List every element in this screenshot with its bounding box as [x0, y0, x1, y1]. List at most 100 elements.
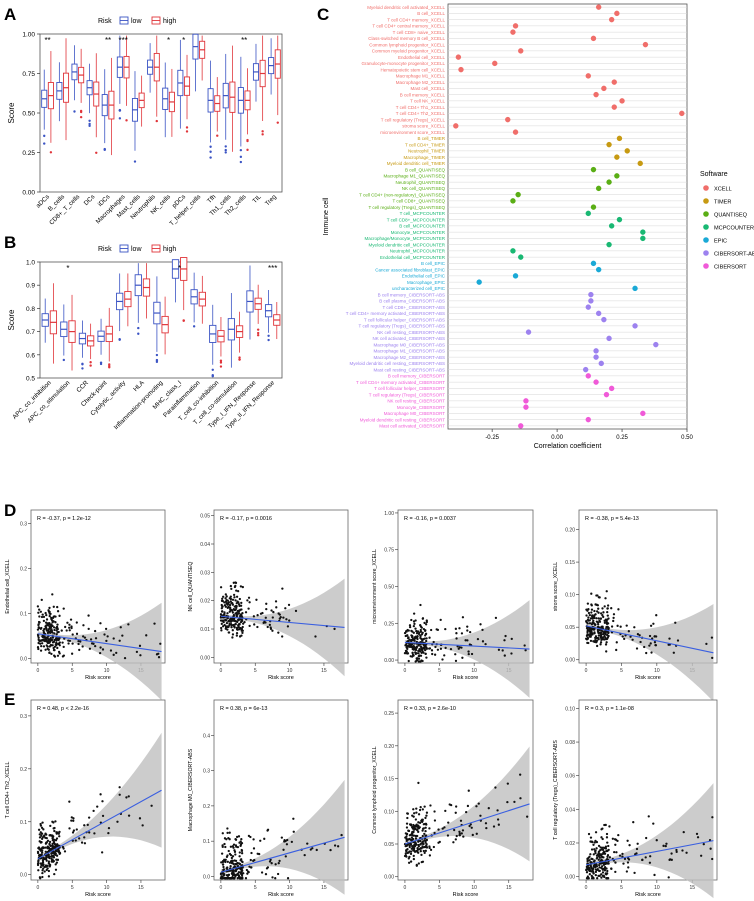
data-point [598, 596, 601, 599]
regression-line [37, 633, 162, 653]
data-point [121, 634, 124, 637]
regression-line [220, 836, 345, 873]
x-tick-label: 5 [438, 668, 441, 674]
data-point [50, 854, 54, 858]
data-point [264, 873, 268, 876]
data-point [55, 644, 58, 647]
data-point [475, 832, 478, 835]
data-point [48, 639, 51, 643]
y-tick-label: 0.8 [26, 306, 35, 313]
data-point [597, 844, 601, 847]
data-point [408, 855, 411, 859]
x-tick-label: 5 [71, 885, 74, 891]
data-point [224, 627, 227, 630]
data-point [417, 654, 421, 658]
x-tick-label: 0 [404, 885, 407, 891]
y-tick-label: 0.04 [200, 542, 210, 548]
data-point [419, 623, 422, 627]
data-point [424, 816, 427, 820]
data-point [605, 637, 609, 641]
data-point [416, 834, 419, 838]
data-point [412, 612, 416, 615]
data-point [48, 847, 52, 851]
data-point [466, 629, 469, 632]
outlier [211, 368, 214, 371]
data-point [229, 600, 232, 603]
data-point [433, 810, 436, 813]
data-point [652, 622, 655, 625]
data-point [424, 632, 428, 636]
y-tick-label: 0.50 [22, 111, 35, 118]
data-point [591, 868, 594, 871]
data-point [460, 832, 463, 835]
data-point [607, 848, 610, 852]
risk-legend: Risk low high [98, 244, 176, 253]
data-point [599, 643, 602, 646]
data-point [238, 851, 241, 854]
data-point [78, 648, 81, 652]
dot-myeloid-dendritic-cell-resting-cibersort-abs [598, 360, 604, 367]
data-point [252, 838, 255, 841]
data-point [625, 870, 629, 873]
dot-macrophage-m1-quantiseq [614, 173, 620, 179]
data-point [69, 618, 73, 621]
data-point [614, 861, 617, 864]
data-point [48, 612, 51, 615]
data-point [591, 633, 594, 636]
data-point [275, 606, 278, 609]
data-point [585, 614, 588, 617]
data-point [424, 834, 428, 837]
data-point [428, 854, 432, 857]
dot-b-cell-memory-cibersort-abs [588, 291, 594, 298]
data-point [239, 585, 243, 588]
data-point [99, 793, 102, 796]
data-point [36, 850, 40, 854]
data-point [420, 853, 423, 857]
data-point [42, 638, 45, 641]
data-point [586, 629, 589, 632]
data-point [226, 854, 229, 857]
data-point [449, 648, 453, 651]
data-point [150, 804, 153, 807]
data-point [614, 870, 617, 874]
data-point [431, 652, 434, 656]
data-point [38, 615, 41, 618]
dot-macrophage-m0-cibersort [640, 410, 646, 417]
data-point [311, 847, 314, 850]
x-tick-label: 0 [404, 668, 407, 674]
data-point [601, 607, 604, 610]
y-tick-label: 0.50 [384, 585, 394, 591]
outlier [133, 160, 137, 163]
y-tick-label: 0.5 [26, 376, 35, 383]
data-point [413, 622, 416, 625]
data-point [112, 653, 115, 656]
outlier [256, 328, 260, 331]
data-point [412, 815, 415, 818]
data-point [424, 829, 427, 833]
data-point [487, 807, 490, 810]
dot-t-cell-regulatory-tregs-quantiseq [590, 204, 597, 210]
correlation-annotation: R = 0.38, p = 6e-13 [220, 706, 267, 712]
scatter-E3: 0.00 0.05 0.10 0.15 0.20 0.25 0 5 10 15 Risk score… [372, 699, 534, 898]
data-point [406, 634, 409, 637]
outlier [99, 361, 103, 364]
data-point [240, 601, 243, 604]
data-point [71, 831, 75, 834]
data-point [454, 838, 457, 841]
data-point [38, 836, 42, 839]
data-point [94, 637, 98, 640]
x-axis-label: Correlation coefficient [534, 443, 602, 450]
data-point [222, 865, 225, 869]
outlier [216, 134, 219, 137]
data-point [421, 617, 424, 620]
correlation-annotation: R = 0.3, p = 1.1e-08 [585, 706, 634, 712]
data-point [420, 861, 423, 864]
y-tick-label: 0.25 [22, 150, 35, 157]
data-point [643, 645, 646, 649]
data-point [492, 825, 496, 828]
data-point [266, 625, 269, 629]
x-tick-label: 0.00 [551, 435, 563, 441]
outlier [79, 115, 83, 119]
dot-t-cell-cd8-naive-xcell [510, 29, 516, 35]
data-point [138, 817, 142, 820]
